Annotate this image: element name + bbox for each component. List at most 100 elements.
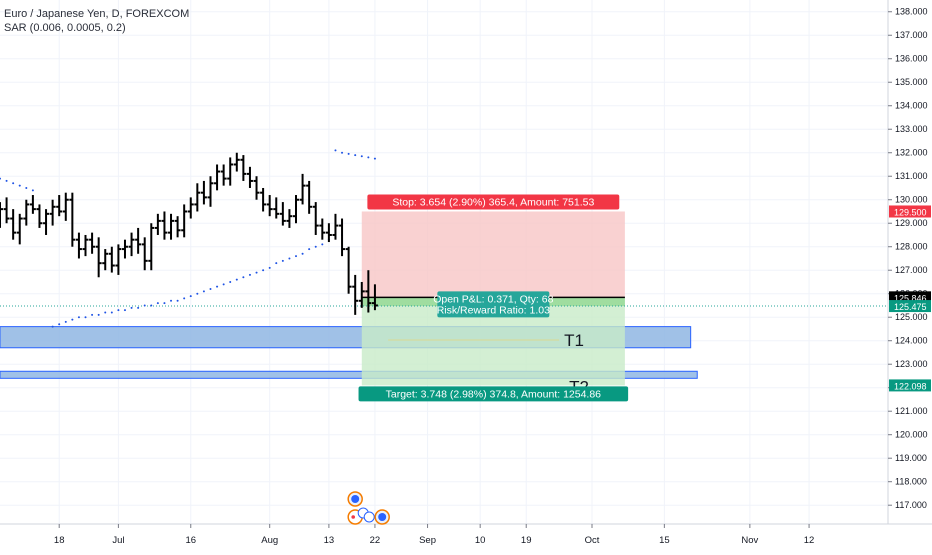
price-badge-red[interactable]: 129.500 [889, 205, 931, 218]
sar-dot [104, 311, 107, 314]
sar-dot [137, 306, 140, 309]
ohlc-bar [194, 183, 201, 212]
price-tick-label: 128.000 [895, 242, 928, 252]
sar-dot [183, 297, 186, 300]
sar-dot [235, 278, 238, 281]
sar-dot [360, 155, 363, 158]
target-label-bg [358, 386, 629, 402]
price-tick-label: 130.000 [895, 195, 928, 205]
time-tick-label: 18 [54, 535, 65, 546]
time-tick-label: 13 [324, 535, 335, 546]
sar-dot [150, 304, 153, 307]
ohlc-bar [214, 164, 221, 191]
price-axis-bg [888, 0, 932, 524]
sar-dot [71, 318, 74, 321]
time-axis[interactable]: 18 Jul 16 Aug 13 22 Sep 10 19 Oct 15 Nov 12 [0, 523, 932, 546]
event-icons[interactable] [347, 491, 390, 525]
ohlc-bar [352, 274, 359, 315]
sar-dot [64, 320, 67, 323]
price-tick-label: 138.000 [895, 7, 928, 17]
ohlc-bar [16, 213, 23, 245]
sar-dot [5, 179, 8, 182]
sar-dot [334, 149, 337, 152]
sar-dot [163, 302, 166, 305]
ohlc-bar [332, 213, 339, 240]
ohlc-bar [121, 239, 128, 259]
sar-dot [156, 302, 159, 305]
event-count-icon-5[interactable] [363, 511, 375, 523]
ohlc-bar [49, 199, 56, 226]
sar-dot [84, 316, 87, 319]
event-flag-icon-dot [351, 515, 356, 519]
ohlc-bar [43, 209, 50, 235]
news-icon-dot [378, 513, 387, 521]
ohlc-bar [187, 197, 194, 219]
ohlc-bar [56, 195, 63, 217]
stop-zone[interactable] [361, 211, 625, 298]
sar-dot [341, 151, 344, 154]
price-tick-label: 137.000 [895, 30, 928, 40]
sar-dot [321, 243, 324, 246]
price-badge-green[interactable]: 122.098 [889, 379, 931, 392]
target-zone-t2[interactable] [0, 370, 698, 379]
ohlc-bar [181, 204, 188, 238]
sar-dot [143, 304, 146, 307]
sar-dot [31, 189, 34, 192]
time-tick-label: 12 [804, 535, 815, 546]
ohlc-bar [233, 152, 240, 172]
ohlc-bar [246, 166, 253, 188]
price-tick-label: 131.000 [895, 171, 928, 181]
sar-dot [229, 280, 232, 283]
ohlc-bar [10, 209, 17, 240]
ohlc-bar [115, 244, 122, 275]
ohlc-bar [266, 195, 273, 217]
sar-dot [209, 288, 212, 291]
price-badge-bg [889, 379, 931, 392]
time-tick-label: 19 [521, 535, 532, 546]
sar-dot [0, 177, 1, 180]
sar-dot [18, 184, 21, 187]
price-badge-green[interactable]: 125.475 [889, 300, 931, 313]
time-tick-label: 10 [475, 535, 486, 546]
sar-dot [170, 299, 173, 302]
ohlc-bar [345, 246, 352, 294]
sar-dot [281, 259, 284, 262]
sar-dot [58, 323, 61, 326]
ohlc-bar [62, 192, 69, 221]
ohlc-bar [148, 223, 155, 271]
price-badge-bg [889, 300, 931, 313]
sar-dot [110, 311, 113, 314]
ohlc-bar [23, 199, 30, 226]
short-position-tool[interactable] [0, 211, 888, 386]
sar-dot [262, 269, 265, 272]
target-label: Target: 3.748 (2.98%) 374.8, Amount: 125… [358, 386, 629, 402]
indicator-legend: SAR (0.006, 0.0005, 0.2) [4, 22, 126, 34]
price-tick-label: 129.000 [895, 218, 928, 228]
ohlc-bar [3, 197, 10, 224]
ohlc-bar [260, 187, 267, 212]
sar-dot [196, 292, 199, 295]
ohlc-bar [371, 284, 378, 311]
ohlc-bar [135, 227, 142, 254]
sar-dot [373, 157, 376, 160]
time-tick-label: 16 [185, 535, 196, 546]
ohlc-bar [279, 202, 286, 226]
sar-dot [367, 156, 370, 159]
ohlc-bar [128, 232, 135, 257]
price-tick-label: 135.000 [895, 77, 928, 87]
sar-dot [301, 252, 304, 255]
price-axis[interactable]: 117.000 118.000 119.000 120.000 121.000 122.0… [887, 0, 932, 524]
ohlc-bar [69, 192, 76, 247]
price-tick-label: 132.000 [895, 148, 928, 158]
time-tick-label: Nov [741, 535, 758, 546]
ohlc-bar [36, 204, 43, 228]
price-tick-label: 118.000 [895, 477, 927, 487]
sar-dot [91, 313, 94, 316]
ohlc-bar [227, 157, 234, 186]
ohlc-bar [207, 176, 214, 207]
price-tick-label: 123.000 [895, 359, 928, 369]
sar-dot [255, 271, 258, 274]
